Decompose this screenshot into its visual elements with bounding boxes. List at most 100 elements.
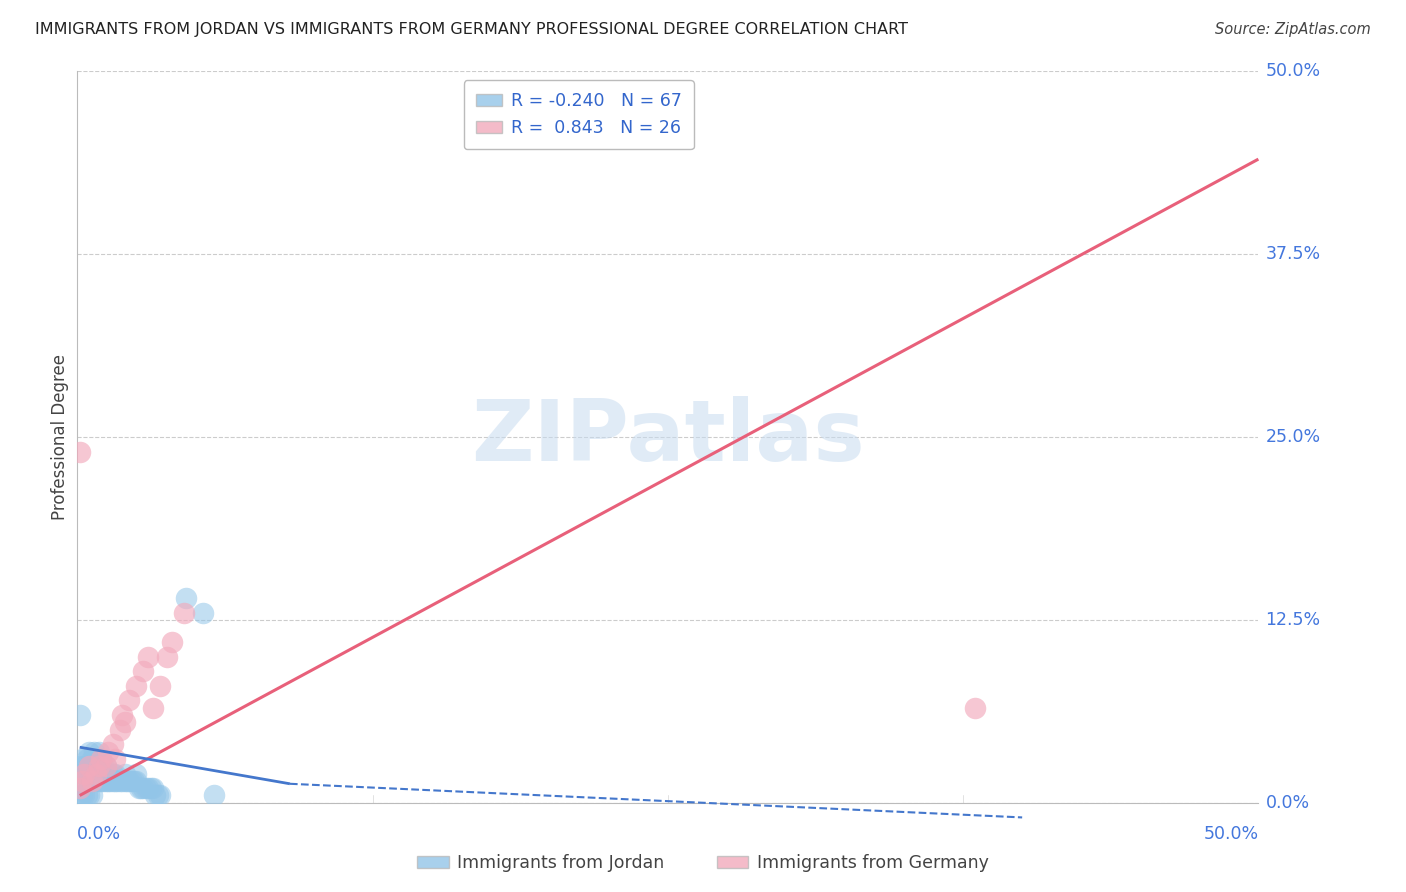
Point [173, 606, 195, 620]
Point [142, 781, 165, 796]
Point [69, 781, 91, 796]
Point [118, 693, 141, 707]
Point [129, 781, 152, 796]
Legend: Immigrants from Jordan, Immigrants from Germany: Immigrants from Jordan, Immigrants from … [411, 847, 995, 879]
Point [84, 766, 107, 780]
Point [114, 773, 136, 788]
Point [90, 773, 112, 788]
Point [94, 759, 117, 773]
Legend: R = -0.240   N = 67, R =  0.843   N = 26: R = -0.240 N = 67, R = 0.843 N = 26 [464, 80, 693, 149]
Point [87, 745, 110, 759]
Point [77, 759, 100, 773]
Point [73, 773, 96, 788]
Point [108, 773, 131, 788]
Point [107, 773, 129, 788]
Text: Source: ZipAtlas.com: Source: ZipAtlas.com [1215, 22, 1371, 37]
Text: 37.5%: 37.5% [1265, 245, 1320, 263]
Point [101, 766, 124, 780]
Point [80, 773, 103, 788]
Point [83, 773, 105, 788]
Point [91, 759, 114, 773]
Point [142, 700, 165, 714]
Point [156, 649, 179, 664]
Point [77, 745, 100, 759]
Point [143, 789, 166, 803]
Point [76, 789, 98, 803]
Point [108, 723, 131, 737]
Point [69, 789, 91, 803]
Point [118, 773, 141, 788]
Point [84, 773, 107, 788]
Point [70, 773, 93, 788]
Point [70, 789, 93, 803]
Point [125, 773, 148, 788]
Point [114, 766, 136, 780]
Point [70, 766, 93, 780]
Point [84, 766, 107, 780]
Point [139, 781, 162, 796]
Point [97, 773, 120, 788]
Point [87, 759, 110, 773]
Point [94, 773, 117, 788]
Point [202, 789, 225, 803]
Point [104, 773, 127, 788]
Point [73, 759, 96, 773]
Point [84, 752, 107, 766]
Point [91, 773, 114, 788]
Y-axis label: Professional Degree: Professional Degree [51, 354, 69, 520]
Point [101, 737, 124, 751]
Text: 0.0%: 0.0% [77, 825, 121, 843]
Point [146, 789, 169, 803]
Point [115, 773, 138, 788]
Point [73, 789, 96, 803]
Point [149, 789, 172, 803]
Point [191, 606, 214, 620]
Point [83, 759, 105, 773]
Text: 50.0%: 50.0% [1204, 825, 1258, 843]
Point [70, 752, 93, 766]
Point [114, 715, 136, 730]
Point [77, 759, 100, 773]
Point [132, 664, 155, 678]
Text: 25.0%: 25.0% [1265, 428, 1320, 446]
Point [160, 635, 183, 649]
Point [69, 759, 91, 773]
Point [963, 700, 986, 714]
Point [69, 444, 91, 458]
Point [73, 766, 96, 780]
Point [149, 679, 172, 693]
Point [174, 591, 197, 605]
Point [77, 773, 100, 788]
Point [80, 766, 103, 780]
Point [90, 752, 112, 766]
Point [80, 789, 103, 803]
Point [104, 752, 127, 766]
Point [80, 752, 103, 766]
Text: 0.0%: 0.0% [1265, 794, 1309, 812]
Point [90, 766, 112, 780]
Point [122, 773, 145, 788]
Point [125, 679, 148, 693]
Text: 50.0%: 50.0% [1265, 62, 1320, 80]
Point [90, 752, 112, 766]
Point [94, 759, 117, 773]
Point [111, 708, 134, 723]
Point [77, 789, 100, 803]
Point [87, 759, 110, 773]
Point [121, 773, 143, 788]
Point [83, 745, 105, 759]
Point [125, 766, 148, 780]
Point [136, 649, 159, 664]
Point [136, 781, 159, 796]
Text: 12.5%: 12.5% [1265, 611, 1320, 629]
Point [97, 745, 120, 759]
Point [111, 773, 134, 788]
Point [76, 766, 98, 780]
Point [101, 773, 124, 788]
Point [87, 773, 110, 788]
Point [104, 766, 127, 780]
Text: IMMIGRANTS FROM JORDAN VS IMMIGRANTS FROM GERMANY PROFESSIONAL DEGREE CORRELATIO: IMMIGRANTS FROM JORDAN VS IMMIGRANTS FRO… [35, 22, 908, 37]
Point [128, 781, 150, 796]
Point [97, 766, 120, 780]
Point [69, 708, 91, 723]
